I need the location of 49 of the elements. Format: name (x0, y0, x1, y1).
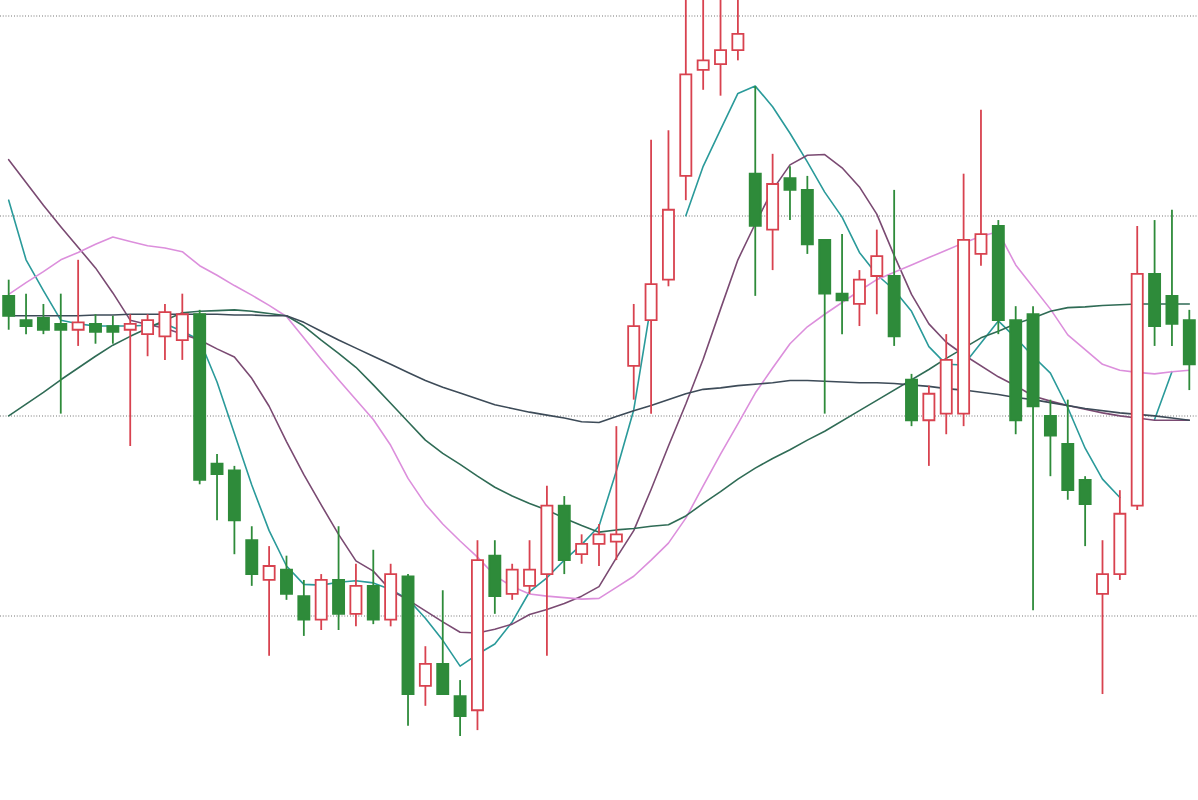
candlestick (1165, 208, 1179, 347)
candlestick (644, 138, 658, 415)
candlestick (436, 589, 450, 695)
candlestick (1182, 308, 1196, 391)
candlestick (106, 314, 120, 345)
candlestick (1043, 398, 1057, 478)
candlestick (505, 562, 519, 601)
candlestick (123, 313, 137, 447)
candlestick (54, 292, 68, 415)
candlestick (71, 258, 85, 347)
candlestick (488, 539, 502, 615)
candlestick (158, 303, 172, 361)
candlestick (627, 303, 641, 401)
candlestick (384, 562, 398, 628)
candlestick (714, 0, 727, 97)
candlestick (922, 384, 936, 467)
candlestick (609, 425, 623, 561)
candlestick (89, 313, 102, 345)
candlestick (175, 292, 189, 361)
candlestick (905, 372, 918, 428)
candlestick (766, 152, 780, 272)
candlestick (141, 313, 155, 358)
candlestick (1078, 475, 1092, 548)
candlestick (262, 545, 276, 657)
candlestick (575, 533, 589, 565)
candlestick (835, 233, 849, 336)
candlestick (1096, 539, 1109, 695)
candlestick (731, 0, 745, 62)
candlestick (696, 0, 710, 91)
candlestick (19, 292, 33, 336)
candlestick (245, 525, 259, 587)
candlestick (783, 165, 797, 221)
candlestick (349, 562, 363, 628)
candlestick (852, 269, 866, 327)
candlestick (523, 539, 537, 595)
candlestick (297, 579, 311, 637)
candlestick (453, 679, 467, 737)
candlestick (314, 573, 328, 631)
candlestick (418, 645, 432, 707)
candlestick (36, 303, 50, 336)
candlestick (332, 525, 346, 631)
candlestick (366, 548, 380, 626)
candlestick (870, 228, 884, 316)
candlestick (974, 108, 988, 267)
candlestick (210, 453, 224, 522)
candlestick (280, 554, 293, 601)
candlestick (2, 278, 16, 331)
candlestick (592, 523, 606, 567)
candlestick (1061, 398, 1075, 501)
